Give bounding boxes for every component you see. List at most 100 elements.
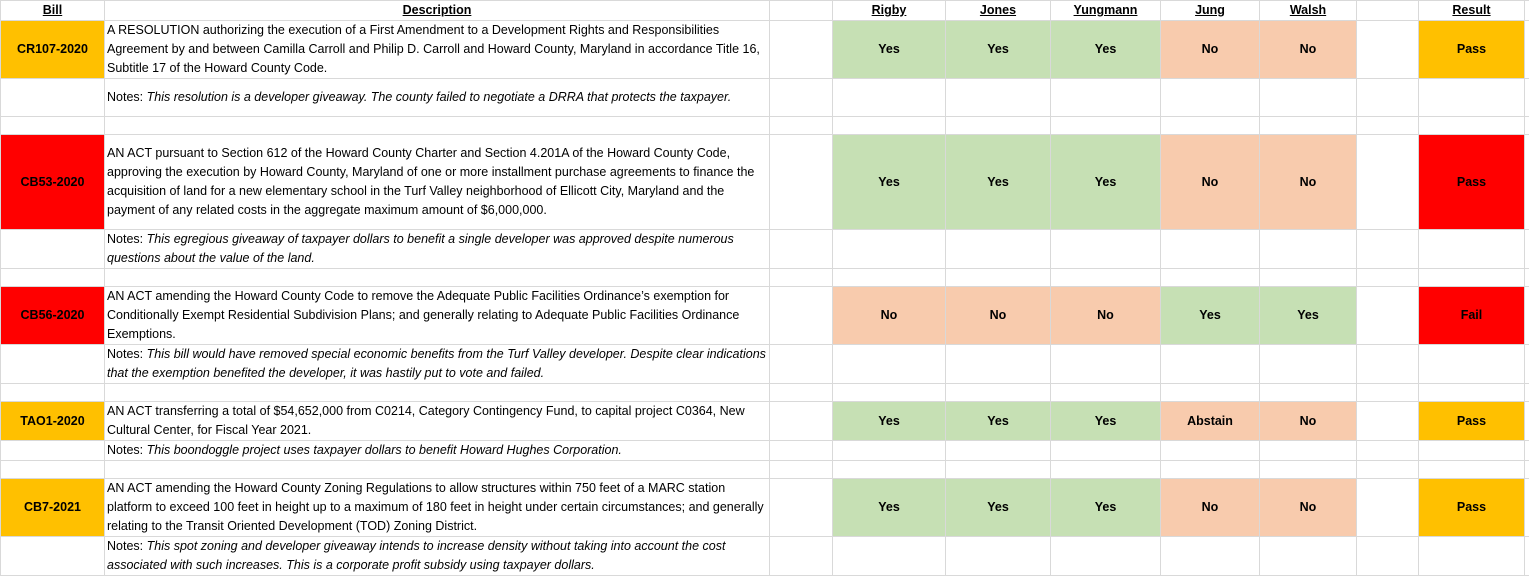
blank-cell[interactable] [1524,460,1529,479]
result-cell[interactable]: Fail [1418,286,1525,345]
blank-cell[interactable] [1418,440,1525,461]
blank-cell[interactable] [1356,268,1419,287]
header-result[interactable]: Result [1418,0,1525,21]
blank-cell[interactable] [945,383,1051,402]
blank-cell[interactable] [1356,383,1419,402]
vote-cell-yungmann[interactable]: Yes [1050,134,1161,230]
blank-cell[interactable] [945,536,1051,576]
blank-cell[interactable] [945,268,1051,287]
notes-cell[interactable]: Notes: This bill would have removed spec… [104,344,770,384]
header-jones[interactable]: Jones [945,0,1051,21]
result-cell[interactable]: Pass [1418,401,1525,441]
vote-cell-yungmann[interactable]: Yes [1050,20,1161,79]
blank-cell[interactable] [945,344,1051,384]
vote-cell-jones[interactable]: Yes [945,20,1051,79]
blank-cell[interactable] [769,460,833,479]
blank-cell[interactable] [1160,383,1260,402]
blank-cell[interactable] [1356,78,1419,117]
vote-cell-jones[interactable]: No [945,286,1051,345]
blank-cell[interactable] [769,536,833,576]
blank-cell[interactable] [0,440,105,461]
blank-cell[interactable] [1259,383,1357,402]
blank-cell[interactable] [1524,440,1529,461]
blank-cell[interactable] [832,383,946,402]
blank-cell[interactable] [0,383,105,402]
blank-cell[interactable] [832,460,946,479]
bill-cell[interactable]: CB7-2021 [0,478,105,537]
vote-cell-jones[interactable]: Yes [945,134,1051,230]
edge-cell[interactable] [1524,20,1529,79]
blank-cell[interactable] [1259,536,1357,576]
header-bill[interactable]: Bill [0,0,105,21]
blank-cell[interactable] [1524,229,1529,269]
description-cell[interactable]: A RESOLUTION authorizing the execution o… [104,20,770,79]
blank-cell[interactable] [0,536,105,576]
blank-cell[interactable] [1050,383,1161,402]
blank-cell[interactable] [1160,116,1260,135]
blank-cell[interactable] [1356,229,1419,269]
vote-cell-rigby[interactable]: Yes [832,134,946,230]
blank-cell[interactable] [769,78,833,117]
blank-cell[interactable] [1356,286,1419,345]
blank-cell[interactable] [832,78,946,117]
notes-cell[interactable]: Notes: This egregious giveaway of taxpay… [104,229,770,269]
blank-cell[interactable] [769,478,833,537]
header-description[interactable]: Description [104,0,770,21]
header-walsh[interactable]: Walsh [1259,0,1357,21]
result-cell[interactable]: Pass [1418,134,1525,230]
blank-cell[interactable] [769,383,833,402]
edge-cell[interactable] [1524,478,1529,537]
blank-cell[interactable] [1259,268,1357,287]
blank-cell[interactable] [1356,134,1419,230]
blank-cell[interactable] [1259,229,1357,269]
blank-cell[interactable] [769,20,833,79]
header-blank-2[interactable] [1356,0,1419,21]
blank-cell[interactable] [832,440,946,461]
edge-cell[interactable] [1524,286,1529,345]
header-blank[interactable] [769,0,833,21]
result-cell[interactable]: Pass [1418,20,1525,79]
blank-cell[interactable] [1160,344,1260,384]
blank-cell[interactable] [945,460,1051,479]
blank-cell[interactable] [769,401,833,441]
blank-cell[interactable] [1524,268,1529,287]
blank-cell[interactable] [0,460,105,479]
blank-cell[interactable] [1050,78,1161,117]
description-cell[interactable]: AN ACT amending the Howard County Code t… [104,286,770,345]
description-cell[interactable]: AN ACT transferring a total of $54,652,0… [104,401,770,441]
blank-cell[interactable] [1259,116,1357,135]
blank-cell[interactable] [1418,460,1525,479]
blank-cell[interactable] [1418,344,1525,384]
vote-cell-yungmann[interactable]: Yes [1050,401,1161,441]
blank-cell[interactable] [945,229,1051,269]
vote-cell-yungmann[interactable]: Yes [1050,478,1161,537]
blank-cell[interactable] [1259,440,1357,461]
description-cell[interactable]: AN ACT amending the Howard County Zoning… [104,478,770,537]
edge-cell[interactable] [1524,401,1529,441]
vote-cell-jones[interactable]: Yes [945,401,1051,441]
blank-cell[interactable] [0,116,105,135]
vote-cell-walsh[interactable]: No [1259,478,1357,537]
blank-cell[interactable] [769,229,833,269]
blank-cell[interactable] [769,440,833,461]
blank-cell[interactable] [945,116,1051,135]
blank-cell[interactable] [1524,383,1529,402]
vote-cell-yungmann[interactable]: No [1050,286,1161,345]
bill-cell[interactable]: CR107-2020 [0,20,105,79]
blank-cell[interactable] [832,116,946,135]
blank-cell[interactable] [104,460,770,479]
blank-cell[interactable] [1418,383,1525,402]
notes-cell[interactable]: Notes: This boondoggle project uses taxp… [104,440,770,461]
blank-cell[interactable] [769,286,833,345]
vote-cell-rigby[interactable]: No [832,286,946,345]
vote-cell-walsh[interactable]: No [1259,20,1357,79]
edge-cell[interactable] [1524,134,1529,230]
blank-cell[interactable] [1160,460,1260,479]
vote-cell-rigby[interactable]: Yes [832,20,946,79]
blank-cell[interactable] [1160,440,1260,461]
blank-cell[interactable] [0,78,105,117]
blank-cell[interactable] [1160,78,1260,117]
blank-cell[interactable] [1356,116,1419,135]
blank-cell[interactable] [104,116,770,135]
blank-cell[interactable] [0,344,105,384]
